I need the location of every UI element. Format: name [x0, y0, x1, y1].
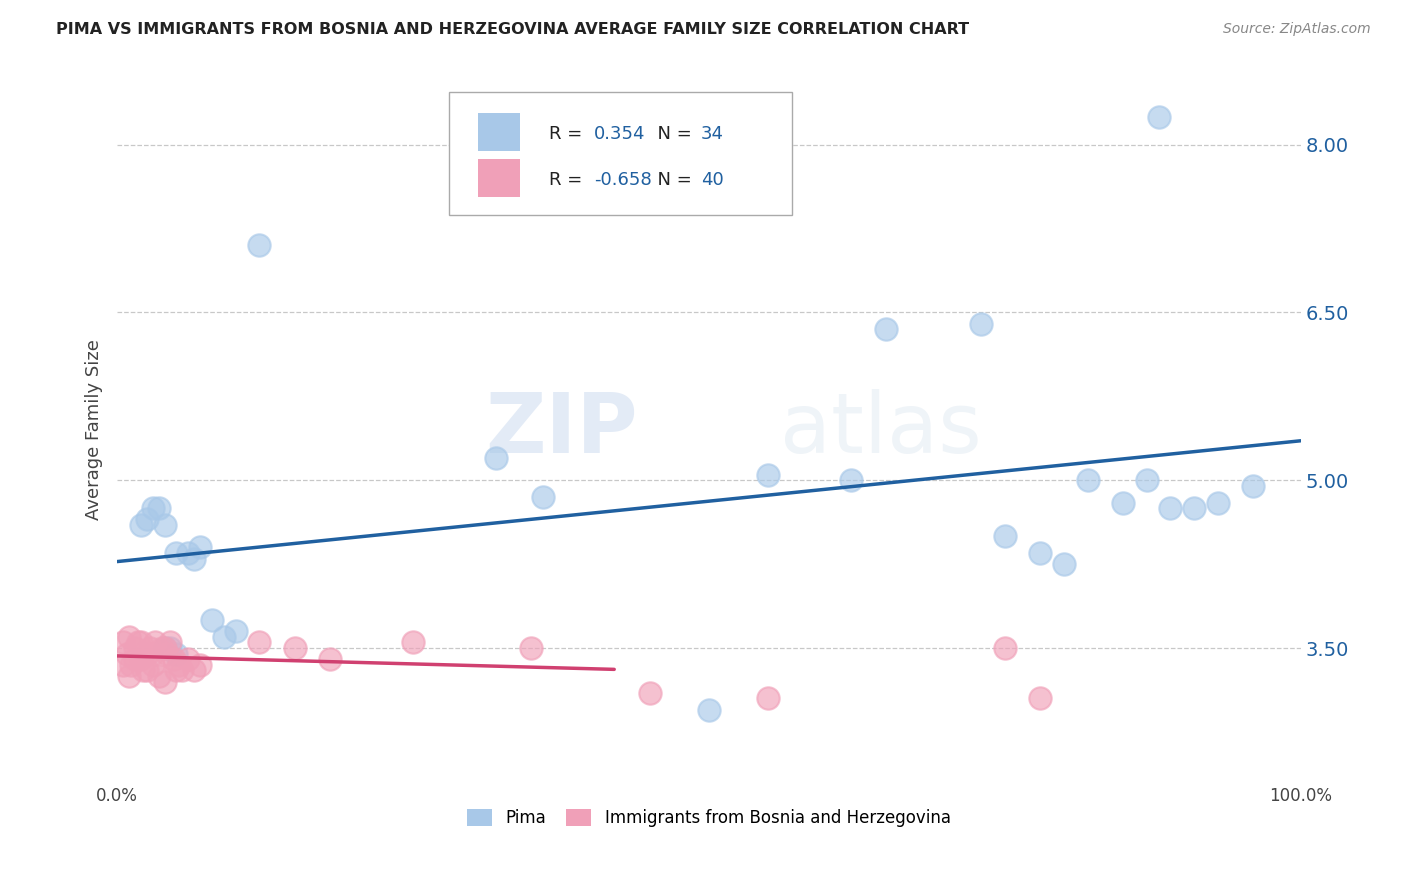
Point: [1182, 501, 1205, 516]
Point: [225, 624, 247, 639]
Point: [135, 512, 157, 526]
Point: [129, 518, 152, 533]
Point: [1136, 473, 1159, 487]
Point: [172, 664, 194, 678]
Text: 0.354: 0.354: [595, 125, 645, 143]
Point: [127, 635, 149, 649]
Text: R =: R =: [550, 170, 588, 188]
Point: [1077, 473, 1099, 487]
Point: [1147, 110, 1170, 124]
Point: [156, 647, 179, 661]
Point: [159, 641, 181, 656]
Point: [148, 669, 170, 683]
Point: [153, 674, 176, 689]
Point: [994, 529, 1017, 543]
Point: [638, 686, 661, 700]
Text: PIMA VS IMMIGRANTS FROM BOSNIA AND HERZEGOVINA AVERAGE FAMILY SIZE CORRELATION C: PIMA VS IMMIGRANTS FROM BOSNIA AND HERZE…: [56, 22, 969, 37]
Point: [124, 652, 146, 666]
Text: -0.658: -0.658: [595, 170, 652, 188]
Point: [135, 664, 157, 678]
Point: [319, 652, 342, 666]
Point: [124, 641, 146, 656]
Point: [1159, 501, 1181, 516]
Point: [284, 641, 307, 656]
Point: [485, 450, 508, 465]
Point: [165, 664, 187, 678]
Point: [177, 652, 200, 666]
Point: [165, 647, 187, 661]
Point: [167, 657, 190, 672]
Y-axis label: Average Family Size: Average Family Size: [86, 340, 103, 520]
Point: [183, 664, 205, 678]
Point: [756, 691, 779, 706]
Point: [756, 467, 779, 482]
Point: [112, 635, 135, 649]
Point: [970, 317, 993, 331]
Point: [201, 613, 224, 627]
Text: Source: ZipAtlas.com: Source: ZipAtlas.com: [1223, 22, 1371, 37]
FancyBboxPatch shape: [478, 112, 520, 152]
Point: [118, 630, 141, 644]
Point: [115, 647, 138, 661]
Point: [148, 501, 170, 516]
Point: [1029, 691, 1052, 706]
Text: 34: 34: [700, 125, 724, 143]
FancyBboxPatch shape: [449, 92, 792, 215]
Text: 40: 40: [700, 170, 723, 188]
Point: [402, 635, 425, 649]
Point: [188, 657, 211, 672]
Point: [129, 635, 152, 649]
Point: [163, 652, 186, 666]
Point: [697, 703, 720, 717]
Point: [118, 669, 141, 683]
Point: [142, 657, 165, 672]
Point: [1241, 479, 1264, 493]
Point: [142, 647, 165, 661]
Point: [212, 630, 235, 644]
Text: ZIP: ZIP: [485, 390, 638, 470]
Point: [177, 546, 200, 560]
Point: [143, 635, 166, 649]
Point: [1206, 495, 1229, 509]
Text: N =: N =: [647, 170, 697, 188]
Point: [183, 551, 205, 566]
Point: [520, 641, 543, 656]
Point: [247, 635, 270, 649]
Point: [165, 546, 187, 560]
Text: N =: N =: [647, 125, 697, 143]
Point: [153, 641, 176, 656]
Legend: Pima, Immigrants from Bosnia and Herzegovina: Pima, Immigrants from Bosnia and Herzego…: [461, 803, 957, 834]
Point: [120, 657, 142, 672]
Point: [875, 322, 897, 336]
Point: [112, 657, 135, 672]
Point: [994, 641, 1017, 656]
Point: [531, 490, 554, 504]
Text: atlas: atlas: [780, 390, 981, 470]
Point: [150, 641, 173, 656]
Point: [142, 501, 165, 516]
FancyBboxPatch shape: [478, 159, 520, 197]
Point: [139, 641, 162, 656]
Point: [188, 541, 211, 555]
Point: [1029, 546, 1052, 560]
Point: [159, 635, 181, 649]
Point: [247, 238, 270, 252]
Point: [1112, 495, 1135, 509]
Point: [839, 473, 862, 487]
Point: [153, 518, 176, 533]
Point: [135, 647, 157, 661]
Point: [132, 664, 155, 678]
Point: [129, 652, 152, 666]
Point: [1053, 557, 1076, 571]
Text: R =: R =: [550, 125, 588, 143]
Point: [153, 641, 176, 656]
